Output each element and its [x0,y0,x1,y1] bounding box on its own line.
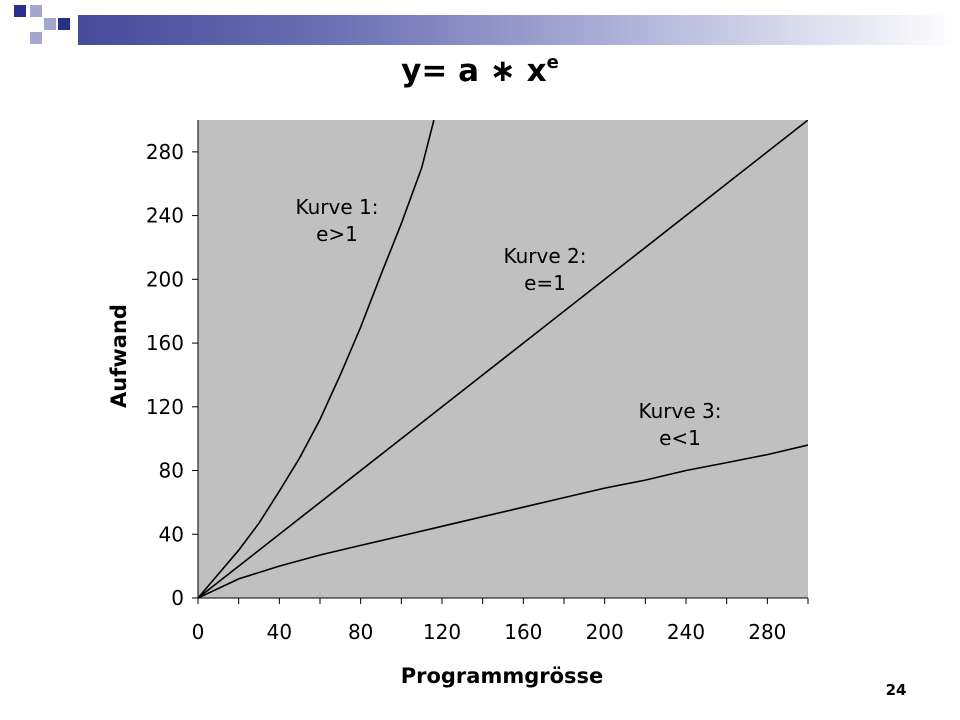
x-tick-label-40: 40 [267,620,292,644]
series-label-2-line-1: Kurve 2: [504,244,587,268]
y-tick-label-120: 120 [146,395,184,419]
slide-title-exponent: e [546,51,559,73]
y-tick-label-240: 240 [146,204,184,228]
accent-square-5 [30,32,42,44]
y-tick-label-200: 200 [146,267,184,291]
y-tick-label-40: 40 [159,522,184,546]
y-tick-label-80: 80 [159,459,184,483]
accent-square-2 [30,5,42,17]
accent-square-3 [44,18,56,30]
series-label-2-line-2: e=1 [524,271,566,295]
series-label-3-line-2: e<1 [659,426,701,450]
x-tick-label-0: 0 [192,620,205,644]
x-tick-label-200: 200 [586,620,624,644]
y-tick-label-160: 160 [146,331,184,355]
series-line-1 [198,120,435,598]
x-tick-label-80: 80 [348,620,373,644]
x-axis-title: Programmgrösse [401,664,604,688]
accent-square-4 [58,18,70,30]
x-tick-label-160: 160 [504,620,542,644]
x-tick-label-120: 120 [423,620,461,644]
x-tick-label-280: 280 [748,620,786,644]
y-tick-label-0: 0 [171,586,184,610]
page-number: 24 [885,681,907,699]
series-label-1-line-2: e>1 [316,222,358,246]
accent-square-1 [14,5,26,17]
x-tick-label-240: 240 [667,620,705,644]
series-label-3-line-1: Kurve 3: [639,399,722,423]
series-line-3 [198,444,808,598]
title-bar [78,15,960,45]
slide-title-base: y= a ∗ x [401,53,547,89]
slide-title: y= a ∗ xe [0,51,960,89]
y-axis-title: Aufwand [107,304,131,408]
y-tick-label-280: 280 [146,140,184,164]
series-line-2 [198,120,808,598]
series-label-1-line-1: Kurve 1: [296,195,379,219]
